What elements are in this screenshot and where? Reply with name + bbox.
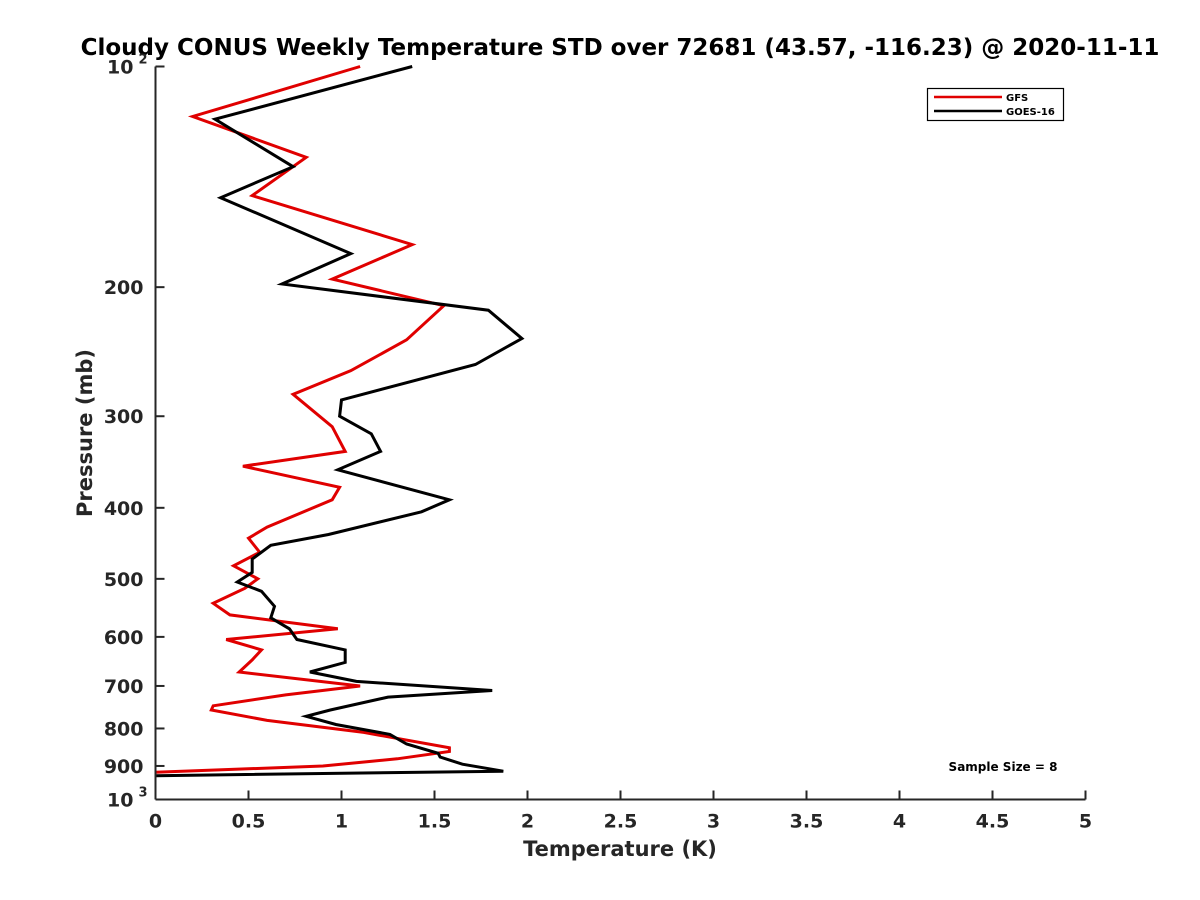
- x-tick-label: 2: [521, 811, 534, 833]
- legend: GFS GOES-16: [926, 87, 1065, 122]
- series-layer: [155, 65, 525, 778]
- x-tick-label: 3: [707, 811, 720, 833]
- x-tick-label: 0.5: [232, 811, 266, 833]
- y-tick-label: 10: [107, 790, 133, 812]
- legend-label-goes16: GOES-16: [1006, 107, 1055, 118]
- x-tick-label: 4.5: [976, 811, 1010, 833]
- y-tick-label: 500: [104, 569, 144, 591]
- x-ticks: 0 0.5 1 1.5 2 2.5 3 3.5 4 4.5 5: [149, 790, 1092, 833]
- series-line-goes16: [155, 65, 525, 778]
- y-ticks: 10 2 200 300 400 500 600 700 800 900 10 3: [104, 53, 165, 812]
- y-axis-label: Pressure (mb): [73, 349, 97, 517]
- x-tick-label: 1: [335, 811, 348, 833]
- y-tick-label-exponent: 2: [138, 53, 147, 68]
- legend-box: [926, 87, 1065, 122]
- legend-label-gfs: GFS: [1006, 93, 1028, 104]
- x-tick-label: 3.5: [790, 811, 824, 833]
- series-line-gfs: [155, 65, 451, 774]
- x-tick-label: 0: [149, 811, 162, 833]
- x-tick-label: 4: [893, 811, 906, 833]
- y-tick-label: 10: [107, 57, 133, 79]
- x-axis-label: Temperature (K): [523, 837, 717, 861]
- x-tick-label: 2.5: [604, 811, 638, 833]
- x-tick-label: 1.5: [418, 811, 452, 833]
- y-tick-label: 900: [104, 756, 144, 778]
- chart-title: Cloudy CONUS Weekly Temperature STD over…: [81, 35, 1160, 61]
- y-tick-label: 600: [104, 627, 144, 649]
- sample-size-annotation: Sample Size = 8: [949, 760, 1058, 774]
- y-tick-label: 800: [104, 718, 144, 740]
- y-tick-label: 300: [104, 406, 144, 428]
- y-tick-label-exponent: 3: [138, 786, 147, 801]
- x-tick-label: 5: [1079, 811, 1092, 833]
- y-tick-label: 400: [104, 498, 144, 520]
- y-tick-label: 700: [104, 676, 144, 698]
- y-tick-label: 200: [104, 277, 144, 299]
